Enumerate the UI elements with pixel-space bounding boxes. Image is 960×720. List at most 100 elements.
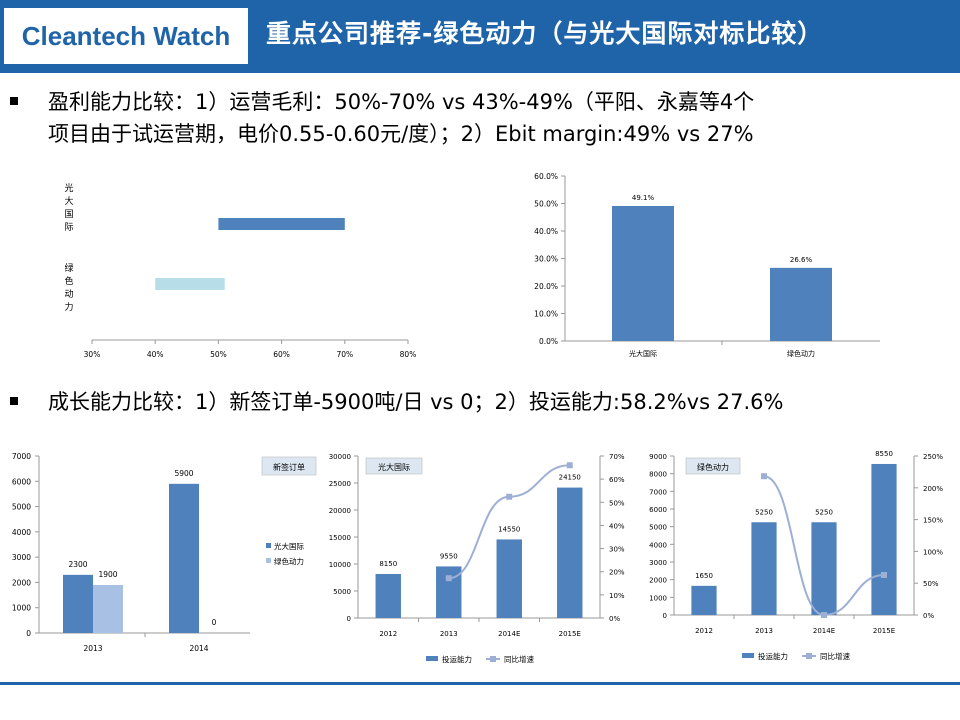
data-label: 1650 <box>695 572 713 580</box>
y-tick-label-right: 70% <box>609 453 625 461</box>
y-tick-label-left: 10000 <box>329 561 351 569</box>
x-tick-label: 60% <box>273 350 290 359</box>
ebit-bar <box>612 205 674 341</box>
legend-title: 新签订单 <box>273 462 305 472</box>
y-tick-label: 2000 <box>12 578 31 587</box>
x-tick-label: 70% <box>336 350 353 359</box>
page-title: 重点公司推荐-绿色动力（与光大国际对标比较） <box>266 19 824 48</box>
data-label: 8550 <box>875 450 893 458</box>
capacity-bar <box>375 573 401 618</box>
data-label: 5900 <box>174 469 193 478</box>
capacity-bar <box>751 522 777 615</box>
bullet-profitability-line2: 项目由于试运营期，电价0.55-0.60元/度）；2）Ebit margin:4… <box>48 122 754 146</box>
y-tick-label-left: 3000 <box>649 559 667 567</box>
y-tick-label-right: 10% <box>609 592 625 600</box>
y-tick-label-right: 250% <box>923 453 943 461</box>
data-label: 0 <box>212 618 217 627</box>
y-tick-label-left: 5000 <box>649 524 667 532</box>
chart-label-box <box>685 457 741 475</box>
bullet-marker <box>10 397 18 405</box>
y-tick-label: 20.0% <box>534 282 558 291</box>
y-tick-label: 10.0% <box>534 310 558 319</box>
data-label: 14550 <box>498 525 520 533</box>
growth-marker <box>445 575 452 582</box>
category-label: 2015E <box>559 630 581 638</box>
legend-label: 光大国际 <box>274 541 304 551</box>
capacity-bar <box>496 539 522 618</box>
y-tick-label-left: 0 <box>663 612 667 620</box>
x-tick-label: 30% <box>84 350 101 359</box>
order-bar <box>169 483 199 633</box>
y-tick-label-left: 6000 <box>649 506 667 514</box>
y-tick-label-right: 60% <box>609 476 625 484</box>
growth-marker <box>761 473 767 480</box>
y-tick-label: 60.0% <box>534 172 558 181</box>
y-tick-label: 3000 <box>12 553 31 562</box>
y-tick-label-left: 4000 <box>649 541 667 549</box>
category-label: 大 <box>64 195 73 207</box>
chart-label: 光大国际 <box>378 462 410 472</box>
y-tick-label-left: 15000 <box>329 534 351 542</box>
brand-text: Cleantech Watch <box>21 20 231 51</box>
chart-label-box <box>365 457 423 475</box>
x-tick-label: 40% <box>147 350 164 359</box>
data-label: 5250 <box>815 508 833 516</box>
category-label: 国 <box>64 209 73 220</box>
category-label: 2013 <box>440 630 458 638</box>
capacity-bar <box>436 566 462 618</box>
legend-label: 投运能力 <box>442 654 472 664</box>
bullet-growth: 成长能力比较：1）新签订单-5900吨/日 vs 0；2）投运能力:58.2%v… <box>48 390 784 414</box>
footer-divider <box>0 682 960 685</box>
y-tick-label: 0 <box>26 629 31 638</box>
capacity-bar <box>691 585 717 615</box>
y-tick-label-right: 50% <box>923 580 939 588</box>
y-tick-label-right: 20% <box>609 569 625 577</box>
header-bar: Cleantech Watch 重点公司推荐-绿色动力（与光大国际对标比较） <box>0 0 960 73</box>
category-label: 绿色动力 <box>787 349 815 358</box>
y-tick-label-left: 7000 <box>649 488 667 496</box>
x-tick-label: 80% <box>400 350 417 359</box>
chart-label: 绿色动力 <box>697 462 729 472</box>
y-tick-label-left: 2000 <box>649 577 667 585</box>
growth-marker <box>881 571 887 578</box>
legend-swatch-bar <box>426 656 438 661</box>
y-tick-label-left: 5000 <box>333 588 351 596</box>
y-tick-label-right: 30% <box>609 546 625 554</box>
category-label: 2014E <box>813 627 835 635</box>
data-label: 1900 <box>98 570 117 579</box>
category-label: 2012 <box>379 630 397 638</box>
data-label: 5250 <box>755 508 773 516</box>
capacity-bar <box>811 522 837 615</box>
y-tick-label-left: 9000 <box>649 453 667 461</box>
data-label: 2300 <box>68 560 87 569</box>
category-label: 2014 <box>189 644 208 653</box>
category-label: 光 <box>64 182 73 194</box>
category-label: 2012 <box>695 627 713 635</box>
data-label: 8150 <box>379 560 397 568</box>
legend-label: 投运能力 <box>758 651 788 661</box>
y-tick-label-left: 0 <box>347 615 351 623</box>
legend-swatch <box>266 543 271 548</box>
category-label: 色 <box>64 275 73 287</box>
growth-marker <box>506 493 513 500</box>
y-tick-label: 30.0% <box>534 255 558 264</box>
range-bar <box>155 278 225 290</box>
y-tick-label-right: 0% <box>923 612 934 620</box>
y-tick-label: 1000 <box>12 604 31 613</box>
legend-label: 同比增速 <box>504 654 534 664</box>
y-tick-label: 4000 <box>12 528 31 537</box>
y-tick-label-right: 50% <box>609 499 625 507</box>
bullet-marker <box>10 97 18 105</box>
ebit-bar <box>770 267 832 341</box>
category-label: 2013 <box>755 627 773 635</box>
y-tick-label: 7000 <box>12 452 31 461</box>
legend-swatch <box>266 558 271 563</box>
category-label: 际 <box>64 222 73 233</box>
legend-swatch-marker <box>806 653 812 659</box>
capacity-bar <box>557 487 583 618</box>
range-bar <box>218 218 345 230</box>
capacity-bar <box>871 463 897 615</box>
category-label: 2014E <box>498 630 520 638</box>
category-label: 绿 <box>64 262 73 274</box>
order-bar <box>63 574 93 633</box>
